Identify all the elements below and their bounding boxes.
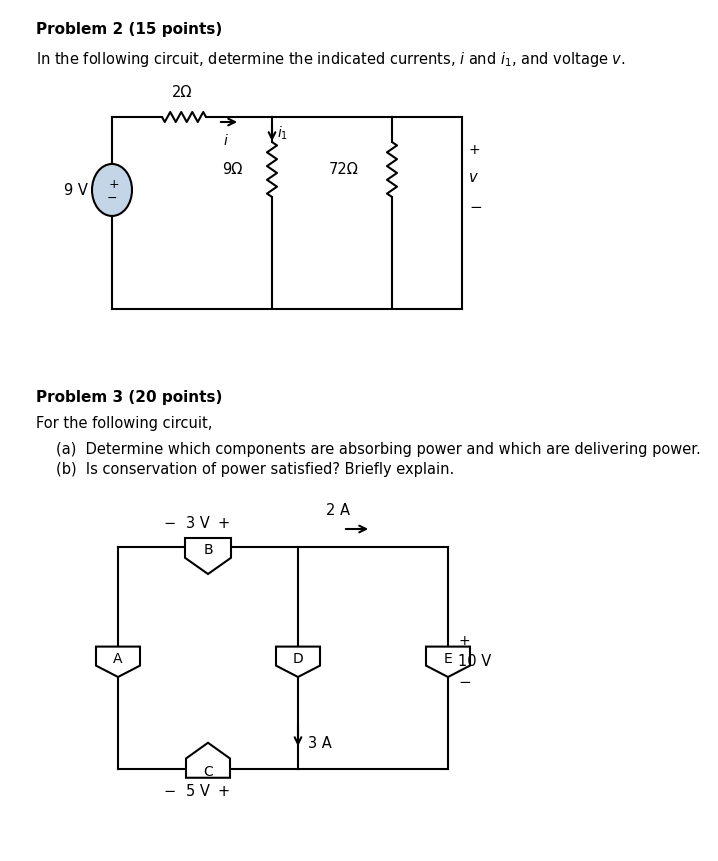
Text: −: − <box>164 516 176 531</box>
Text: 3 A: 3 A <box>308 735 332 751</box>
Polygon shape <box>276 647 320 678</box>
Text: A: A <box>113 651 123 666</box>
Text: +: + <box>218 784 230 798</box>
Text: −: − <box>458 675 471 690</box>
Text: Problem 3 (20 points): Problem 3 (20 points) <box>36 389 223 405</box>
Text: v: v <box>469 170 477 185</box>
Text: 72Ω: 72Ω <box>328 163 358 177</box>
Text: (b)  Is conservation of power satisfied? Briefly explain.: (b) Is conservation of power satisfied? … <box>56 461 454 476</box>
Text: E: E <box>444 651 452 666</box>
Text: +: + <box>218 516 230 531</box>
Text: 9Ω: 9Ω <box>222 163 242 177</box>
Text: In the following circuit, determine the indicated currents, $i$ and $i_1$, and v: In the following circuit, determine the … <box>36 50 626 69</box>
Polygon shape <box>426 647 470 678</box>
Ellipse shape <box>92 164 132 217</box>
Text: 2 A: 2 A <box>326 503 350 517</box>
Text: Problem 2 (15 points): Problem 2 (15 points) <box>36 22 223 37</box>
Polygon shape <box>185 538 231 574</box>
Text: C: C <box>203 764 213 778</box>
Text: 9 V: 9 V <box>64 183 88 198</box>
Text: −: − <box>469 201 482 215</box>
Text: B: B <box>203 542 213 556</box>
Text: −: − <box>164 784 176 798</box>
Polygon shape <box>186 743 230 777</box>
Text: 10 V: 10 V <box>458 653 491 669</box>
Text: For the following circuit,: For the following circuit, <box>36 416 213 430</box>
Text: (a)  Determine which components are absorbing power and which are delivering pow: (a) Determine which components are absor… <box>56 442 701 456</box>
Text: +: + <box>108 178 119 191</box>
Text: $i_1$: $i_1$ <box>277 124 288 141</box>
Text: +: + <box>469 143 480 157</box>
Text: −: − <box>107 191 117 204</box>
Text: $i$: $i$ <box>223 133 229 148</box>
Text: 5 V: 5 V <box>186 784 210 798</box>
Text: D: D <box>293 651 304 666</box>
Text: +: + <box>458 633 470 647</box>
Text: 2Ω: 2Ω <box>172 85 192 100</box>
Polygon shape <box>96 647 140 678</box>
Text: 3 V: 3 V <box>186 516 210 531</box>
